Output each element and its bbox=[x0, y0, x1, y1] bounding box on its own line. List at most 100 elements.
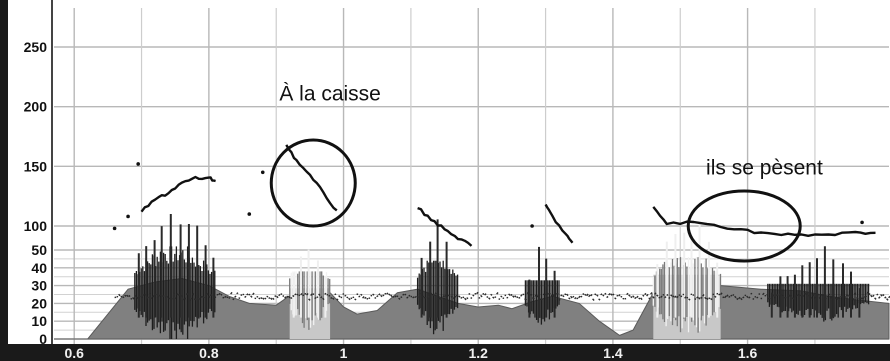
baseline-noise bbox=[828, 293, 831, 296]
baseline-noise bbox=[540, 298, 543, 301]
baseline-noise bbox=[668, 296, 671, 299]
baseline-noise bbox=[322, 297, 325, 301]
baseline-noise bbox=[490, 293, 493, 296]
annotation-label: ils se pèsent bbox=[706, 157, 823, 180]
baseline-noise bbox=[124, 294, 127, 297]
baseline-noise bbox=[304, 292, 307, 295]
baseline-noise bbox=[652, 296, 655, 299]
pitch-contour bbox=[140, 175, 216, 213]
baseline-noise bbox=[206, 293, 209, 296]
baseline-noise bbox=[610, 293, 613, 296]
baseline-noise bbox=[576, 297, 579, 300]
baseline-noise bbox=[292, 294, 295, 298]
pitch-dot bbox=[247, 212, 252, 216]
baseline-noise bbox=[162, 295, 165, 297]
baseline-noise bbox=[844, 296, 847, 299]
baseline-noise bbox=[706, 297, 709, 301]
y-tick-label-pitch: 250 bbox=[24, 39, 48, 55]
baseline-noise bbox=[880, 293, 883, 297]
baseline-noise bbox=[718, 293, 721, 296]
baseline-noise bbox=[348, 297, 351, 301]
baseline-noise bbox=[272, 297, 275, 301]
baseline-noise bbox=[218, 292, 221, 296]
baseline-noise bbox=[456, 294, 459, 297]
baseline-noise bbox=[708, 297, 711, 300]
baseline-noise bbox=[316, 296, 319, 299]
baseline-noise bbox=[284, 296, 287, 299]
baseline-noise bbox=[134, 295, 137, 298]
baseline-noise bbox=[836, 297, 839, 301]
baseline-noise bbox=[566, 293, 569, 297]
voiced-segment bbox=[134, 214, 216, 339]
baseline-noise bbox=[180, 295, 183, 298]
baseline-noise bbox=[176, 293, 179, 296]
baseline-noise bbox=[848, 294, 851, 298]
baseline-noise bbox=[232, 298, 235, 301]
baseline-noise bbox=[190, 297, 193, 300]
baseline-noise bbox=[634, 296, 637, 300]
baseline-noise bbox=[630, 295, 633, 299]
baseline-noise bbox=[688, 298, 691, 301]
baseline-noise bbox=[656, 294, 659, 297]
baseline-noise bbox=[636, 295, 639, 299]
baseline-noise bbox=[714, 295, 717, 298]
baseline-noise bbox=[614, 297, 617, 300]
baseline-noise bbox=[788, 294, 791, 298]
baseline-noise bbox=[628, 294, 631, 297]
baseline-noise bbox=[184, 297, 187, 300]
baseline-noise bbox=[472, 294, 475, 297]
baseline-noise bbox=[356, 293, 359, 296]
baseline-noise bbox=[700, 296, 703, 299]
baseline-noise bbox=[344, 294, 347, 297]
baseline-noise bbox=[394, 295, 397, 298]
baseline-noise bbox=[816, 293, 819, 297]
baseline-noise bbox=[874, 297, 877, 300]
baseline-noise bbox=[552, 294, 555, 297]
baseline-noise bbox=[672, 295, 675, 298]
baseline-noise bbox=[236, 292, 239, 295]
baseline-noise bbox=[354, 298, 357, 301]
baseline-noise bbox=[600, 293, 603, 296]
baseline-noise bbox=[696, 296, 699, 299]
x-tick-label: 0.8 bbox=[199, 345, 219, 361]
baseline-noise bbox=[194, 298, 197, 301]
baseline-noise bbox=[720, 292, 723, 295]
annotation-circle bbox=[686, 189, 802, 263]
baseline-noise bbox=[790, 294, 793, 298]
pitch-dot bbox=[112, 226, 117, 231]
baseline-noise bbox=[132, 296, 135, 300]
baseline-noise bbox=[228, 296, 231, 299]
baseline-noise bbox=[660, 295, 663, 299]
baseline-noise bbox=[538, 294, 541, 297]
baseline-noise bbox=[596, 294, 599, 297]
baseline-noise bbox=[780, 294, 783, 296]
pitch-contour bbox=[652, 206, 876, 237]
baseline-noise bbox=[478, 296, 481, 299]
baseline-noise bbox=[460, 296, 463, 299]
baseline-noise bbox=[818, 296, 821, 299]
baseline-noise bbox=[188, 298, 191, 302]
baseline-noise bbox=[312, 293, 315, 296]
y-tick-label-intensity: 20 bbox=[31, 295, 47, 311]
baseline-noise bbox=[532, 297, 535, 300]
baseline-noise bbox=[814, 296, 817, 300]
baseline-noise bbox=[590, 294, 593, 297]
baseline-noise bbox=[480, 294, 483, 298]
baseline-noise bbox=[248, 293, 251, 296]
baseline-noise bbox=[286, 295, 289, 298]
baseline-noise bbox=[770, 295, 773, 298]
baseline-noise bbox=[398, 297, 401, 300]
baseline-noise bbox=[536, 295, 539, 298]
baseline-noise bbox=[820, 293, 823, 296]
baseline-noise bbox=[320, 296, 323, 299]
pitch-dot bbox=[136, 162, 140, 166]
baseline-noise bbox=[864, 295, 867, 298]
baseline-noise bbox=[866, 291, 869, 295]
baseline-noise bbox=[854, 292, 857, 295]
baseline-noise bbox=[584, 293, 587, 296]
baseline-noise bbox=[694, 297, 697, 301]
baseline-noise bbox=[742, 296, 745, 299]
baseline-noise bbox=[850, 295, 853, 298]
